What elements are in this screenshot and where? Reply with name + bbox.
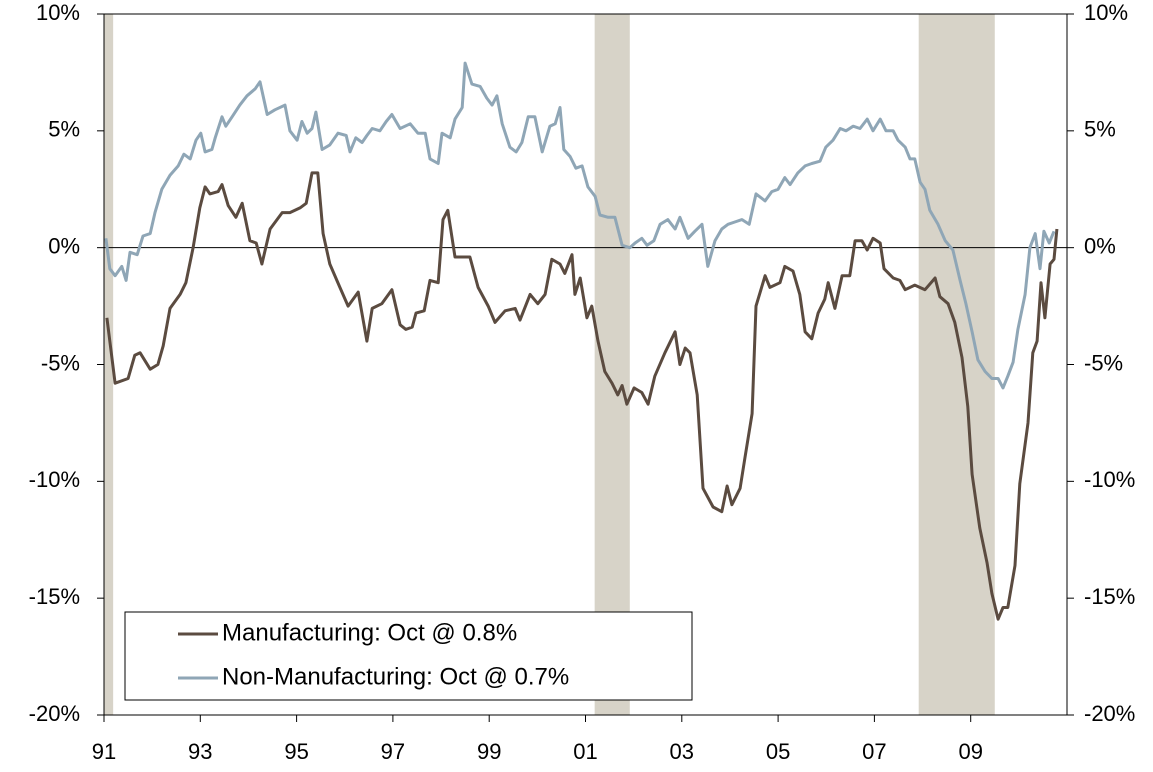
series-line bbox=[105, 171, 1059, 621]
y2-tick-label: -5% bbox=[1084, 350, 1123, 375]
recession-band bbox=[594, 14, 630, 715]
recession-shading bbox=[104, 14, 995, 715]
y-tick-label: -15% bbox=[29, 584, 80, 609]
y2-tick-label: -20% bbox=[1084, 701, 1135, 726]
y-tick-label: -20% bbox=[29, 701, 80, 726]
series-line bbox=[104, 61, 1056, 390]
x-tick-label: 09 bbox=[958, 739, 982, 764]
y2-tick-label: 0% bbox=[1084, 233, 1116, 258]
y-tick-label: 0% bbox=[48, 233, 80, 258]
series-lines bbox=[104, 61, 1059, 621]
legend: Manufacturing: Oct @ 0.8% Non-Manufacturi… bbox=[124, 611, 693, 701]
legend-box bbox=[124, 611, 693, 701]
x-tick-label: 03 bbox=[670, 739, 694, 764]
y-tick-label: -10% bbox=[29, 467, 80, 492]
y2-tick-label: 5% bbox=[1084, 117, 1116, 142]
y2-tick-label: -15% bbox=[1084, 584, 1135, 609]
y2-tick-label: -10% bbox=[1084, 467, 1135, 492]
recession-band bbox=[104, 14, 114, 715]
x-tick-label: 93 bbox=[188, 739, 212, 764]
x-tick-label: 01 bbox=[573, 739, 597, 764]
legend-label: Manufacturing: Oct @ 0.8% bbox=[222, 619, 517, 646]
legend-label: Non-Manufacturing: Oct @ 0.7% bbox=[222, 663, 569, 690]
x-tick-label: 05 bbox=[766, 739, 790, 764]
y-tick-label: 10% bbox=[36, 0, 80, 25]
y-tick-label: 5% bbox=[48, 117, 80, 142]
x-tick-label: 95 bbox=[284, 739, 308, 764]
x-tick-label: 99 bbox=[477, 739, 501, 764]
x-tick-label: 07 bbox=[862, 739, 886, 764]
x-tick-label: 97 bbox=[381, 739, 405, 764]
y-tick-label: -5% bbox=[41, 350, 80, 375]
x-tick-label: 91 bbox=[92, 739, 116, 764]
recession-band bbox=[918, 14, 995, 715]
y2-tick-label: 10% bbox=[1084, 0, 1128, 25]
